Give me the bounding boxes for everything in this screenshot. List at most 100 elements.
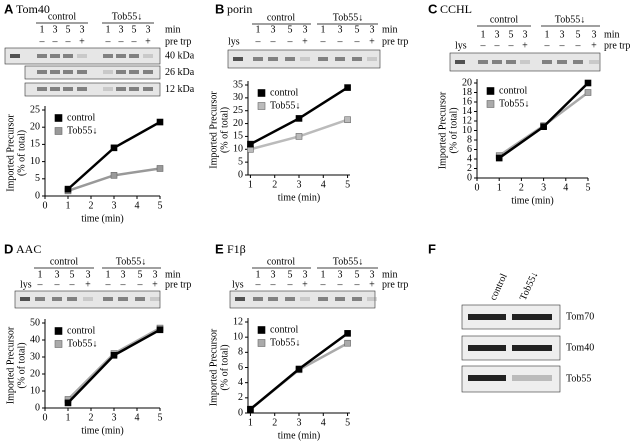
legend-swatch: [54, 340, 63, 348]
data-point: [64, 185, 72, 193]
x-tick-label: 3: [541, 182, 546, 193]
group-label: control: [267, 256, 296, 267]
data-point: [110, 351, 118, 359]
gel-band: [118, 297, 128, 301]
row-label: min: [165, 24, 181, 35]
x-tick-label: 4: [321, 179, 326, 190]
y-tick-label: 10: [233, 144, 243, 155]
gel-band: [557, 60, 567, 64]
lane-label: 3: [495, 29, 500, 40]
lane-label: 1: [256, 24, 261, 35]
lane-label: 3: [80, 24, 85, 35]
y-tick-label: 0: [467, 172, 472, 183]
y-tick-label: 18: [462, 87, 472, 98]
gel-strip: [4, 47, 161, 65]
y-axis-label: Imported Precursor: [5, 326, 16, 404]
gel-band: [116, 54, 126, 58]
y-tick-label: 15: [30, 139, 40, 150]
panel-title: CCHL: [440, 2, 472, 16]
panel-letter: C: [428, 1, 438, 16]
gel-band: [335, 297, 345, 301]
x-axis-label: time (min): [81, 213, 124, 224]
gel-band: [20, 297, 30, 301]
y-tick-label: 40: [30, 334, 40, 345]
gel-band: [103, 70, 113, 74]
gel-band: [103, 297, 113, 301]
gel-band: [367, 57, 377, 61]
data-point: [295, 365, 303, 373]
x-axis-label: time (min): [511, 195, 554, 206]
row-label: pre trp: [165, 36, 191, 47]
x-tick-label: 3: [112, 200, 117, 211]
gel-band: [77, 54, 87, 58]
group-label: Tob55↓: [333, 12, 363, 23]
gel-band: [573, 60, 583, 64]
x-tick-label: 3: [297, 179, 302, 190]
lane-label: 1: [256, 269, 261, 280]
x-tick-label: 0: [43, 200, 48, 211]
lane-label: 5: [509, 29, 514, 40]
series-line: [249, 342, 349, 411]
legend-label: Tob55↓: [270, 100, 300, 111]
y-tick-label: 14: [462, 106, 472, 117]
lane-label: 3: [271, 24, 276, 35]
gel-band: [318, 297, 328, 301]
lane-label: 5: [288, 24, 293, 35]
treatment-label: –: [337, 36, 344, 47]
x-tick-label: 2: [272, 179, 277, 190]
gel-band: [589, 60, 599, 64]
gel-band: [300, 297, 310, 301]
treatment-label: –: [118, 36, 125, 47]
x-tick-label: 5: [158, 200, 163, 211]
y-tick-label: 35: [233, 79, 243, 90]
lane-label: 3: [55, 269, 60, 280]
treatment-label: –: [544, 40, 551, 51]
gel-band: [129, 70, 139, 74]
lane-label: 3: [338, 269, 343, 280]
gel-band: [352, 297, 362, 301]
legend-label: control: [270, 87, 299, 98]
lane-label: 5: [132, 24, 137, 35]
data-point: [64, 399, 72, 407]
treatment-label: –: [494, 40, 501, 51]
lane-label: 3: [153, 269, 158, 280]
x-tick-label: 4: [135, 412, 140, 423]
gel-band: [116, 70, 126, 74]
gel-band: [37, 87, 47, 91]
legend-label: Tob55↓: [499, 98, 529, 109]
data-point: [110, 172, 118, 179]
x-tick-label: 2: [89, 200, 94, 211]
x-tick-label: 5: [158, 412, 163, 423]
gel-band: [367, 297, 377, 301]
gel-band: [512, 314, 552, 320]
data-point: [247, 405, 254, 413]
treatment-label: –: [255, 36, 262, 47]
row-label: min: [604, 29, 620, 40]
lane-label: 3: [303, 269, 308, 280]
y-axis-label: (% of total): [448, 107, 459, 153]
gel-band: [50, 87, 60, 91]
legend-swatch: [257, 339, 266, 347]
lane-label: 3: [303, 24, 308, 35]
treatment-label: –: [37, 279, 44, 290]
panel-title: F1β: [227, 242, 246, 256]
row-label: pre trp: [604, 40, 630, 51]
gel-strip: [24, 82, 161, 97]
y-tick-label: 0: [35, 190, 40, 201]
x-tick-label: 3: [112, 412, 117, 423]
lys-label: lys: [455, 40, 467, 51]
treatment-label: –: [270, 279, 277, 290]
legend-swatch: [54, 127, 63, 135]
gel-band: [116, 87, 126, 91]
x-tick-label: 1: [66, 412, 71, 423]
gel-band: [478, 60, 488, 64]
gel-strip: [24, 65, 161, 80]
treatment-label: –: [131, 36, 138, 47]
panel-title: porin: [227, 2, 252, 16]
treatment-label: –: [320, 36, 327, 47]
x-axis-label: time (min): [278, 430, 321, 441]
gel-band: [37, 70, 47, 74]
y-tick-label: 10: [30, 156, 40, 167]
